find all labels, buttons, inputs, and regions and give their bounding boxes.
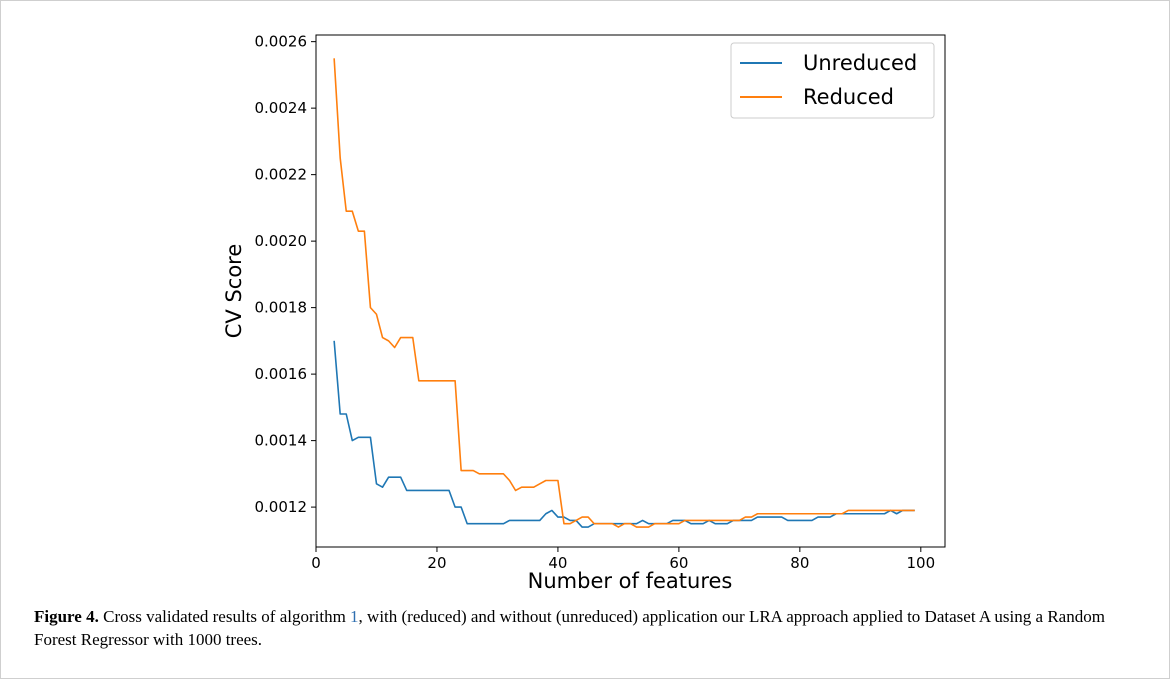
legend: Unreduced Reduced: [730, 42, 935, 119]
x-tick-label: 80: [790, 554, 809, 572]
y-tick-label: 0.0020: [255, 232, 308, 250]
legend-label-unreduced: Unreduced: [803, 51, 917, 75]
x-tick-label: 0: [311, 554, 321, 572]
x-tick-label: 40: [548, 554, 567, 572]
plot-area-frame: [315, 34, 946, 548]
y-tick-label: 0.0012: [255, 498, 308, 516]
algorithm-reference-link[interactable]: 1: [350, 607, 359, 626]
x-tick-label: 100: [906, 554, 935, 572]
x-axis-title: Number of features: [528, 569, 733, 593]
y-axis: 0.0012 0.0014 0.0016 0.0018 0.0020 0.0022 0.00…: [255, 33, 316, 516]
x-axis: 0 20 40 60 80 100: [311, 547, 935, 572]
y-tick-label: 0.0018: [255, 299, 308, 317]
line-chart: 0 20 40 60 80 100 0.00120.00140.00160.00180.0…: [222, 33, 946, 593]
caption-text-2: , with (reduced) and without (unreduced)…: [34, 607, 1105, 649]
y-tick-label: 0.0026: [255, 33, 308, 51]
x-tick-label: 20: [427, 554, 446, 572]
legend-box: [730, 42, 935, 119]
series-line-unreduced: [333, 340, 915, 528]
y-axis-title: CV Score: [222, 244, 246, 339]
y-tick-label: 0.0014: [255, 432, 308, 450]
y-tick-label: 0.0024: [255, 99, 308, 117]
series-line-reduced: [333, 58, 915, 528]
figure-caption: Figure 4. Cross validated results of alg…: [34, 605, 1144, 651]
series-layer: [333, 58, 915, 528]
x-tick-label: 60: [669, 554, 688, 572]
legend-label-reduced: Reduced: [803, 85, 894, 109]
caption-text-1: Cross validated results of algorithm: [98, 607, 351, 626]
y-tick-label: 0.0016: [255, 365, 308, 383]
y-tick-label: 0.0022: [255, 166, 308, 184]
figure-label: Figure 4.: [34, 607, 99, 626]
